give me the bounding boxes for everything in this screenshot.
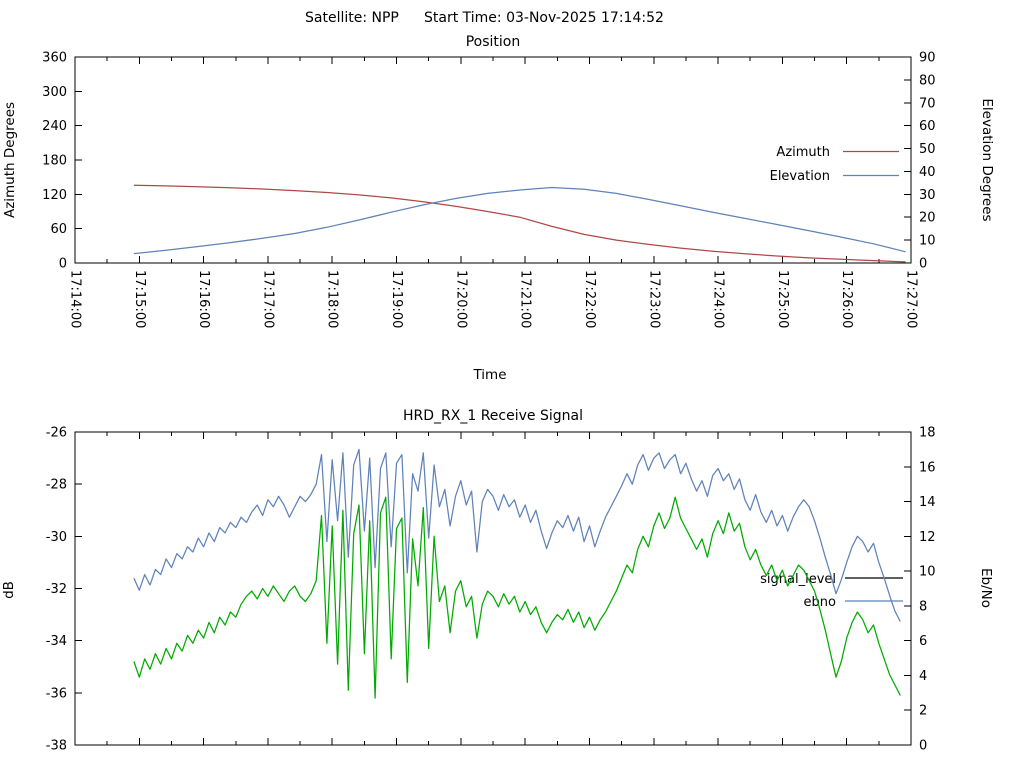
x-tick-label: 17:25:00: [775, 270, 790, 328]
x-tick-label: 17:18:00: [325, 270, 340, 328]
y-right-tick-label: 2: [919, 704, 927, 719]
y-left-tick-label: -28: [46, 478, 67, 493]
x-tick-label: 17:27:00: [904, 270, 919, 328]
legend-elevation-label: Elevation: [770, 169, 830, 184]
series-Elevation: [133, 186, 906, 255]
position-chart-title: Position: [466, 34, 521, 50]
y-right-tick-label: 20: [919, 211, 936, 226]
x-tick-label: 17:20:00: [453, 270, 468, 328]
x-tick-label: 17:22:00: [582, 270, 597, 328]
y-right-tick-label: 6: [919, 634, 927, 649]
elevation-axis-label: Elevation Degrees: [979, 98, 995, 221]
y-right-tick-label: 90: [919, 51, 936, 66]
y-right-tick-label: 30: [919, 188, 936, 203]
y-left-tick-label: 360: [42, 51, 67, 66]
y-left-tick-label: 120: [42, 188, 67, 203]
y-left-tick-label: -38: [46, 739, 67, 754]
receive-signal-chart-plot-area: -38 -36 -34 -32 -30 -28 -26 0 2 4 6 8 10 12 14 16 18: [46, 426, 936, 754]
db-axis-label: dB: [1, 581, 17, 599]
position-chart-legend: Azimuth Elevation: [770, 145, 899, 184]
y-right-tick-label: 10: [919, 234, 936, 249]
y-left-tick-label: 180: [42, 154, 67, 169]
x-tick-label: 17:17:00: [260, 270, 275, 328]
y-right-tick-label: 4: [919, 669, 927, 684]
y-right-tick-label: 16: [919, 460, 936, 475]
x-tick-label: 17:23:00: [646, 270, 661, 328]
y-left-tick-label: -34: [46, 634, 67, 649]
y-right-tick-label: 70: [919, 96, 936, 111]
x-tick-label: 17:21:00: [518, 270, 533, 328]
series-Azimuth: [133, 184, 906, 263]
series-signal_level: [133, 496, 901, 699]
y-right-tick-label: 14: [919, 495, 936, 510]
y-right-tick-label: 80: [919, 73, 936, 88]
y-left-tick-label: -30: [46, 530, 67, 545]
x-tick-label: 17:14:00: [68, 270, 83, 328]
y-left-tick-label: 60: [50, 222, 67, 237]
y-left-tick-label: -36: [46, 686, 67, 701]
y-left-tick-label: -32: [46, 582, 67, 597]
y-left-tick-label: 0: [59, 257, 67, 272]
legend-ebno-label: ebno: [804, 595, 836, 610]
x-tick-label: 17:24:00: [711, 270, 726, 328]
time-axis-label: Time: [472, 367, 506, 383]
y-left-tick-label: 240: [42, 119, 67, 134]
y-right-tick-label: 0: [919, 257, 927, 272]
x-tick-label: 17:26:00: [839, 270, 854, 328]
y-right-tick-label: 10: [919, 565, 936, 580]
y-right-tick-label: 60: [919, 119, 936, 134]
page-title-start-time: Start Time: 03-Nov-2025 17:14:52: [424, 10, 664, 26]
x-tick-label: 17:15:00: [132, 270, 147, 328]
y-right-tick-label: 12: [919, 530, 936, 545]
legend-signal-level-label: signal_level: [760, 572, 836, 587]
y-right-tick-label: 18: [919, 426, 936, 441]
y-left-tick-label: -26: [46, 426, 67, 441]
ebno-axis-label: Eb/No: [978, 568, 994, 608]
azimuth-axis-label: Azimuth Degrees: [2, 102, 18, 218]
y-right-tick-label: 8: [919, 599, 927, 614]
x-tick-label: 17:16:00: [196, 270, 211, 328]
series-ebno: [133, 448, 901, 622]
legend-azimuth-label: Azimuth: [776, 145, 830, 160]
x-tick-label: 17:19:00: [389, 270, 404, 328]
y-right-tick-label: 40: [919, 165, 936, 180]
y-right-tick-label: 50: [919, 142, 936, 157]
page-title-satellite: Satellite: NPP: [305, 10, 399, 26]
y-right-tick-label: 0: [919, 739, 927, 754]
y-left-tick-label: 300: [42, 85, 67, 100]
receive-signal-chart-title: HRD_RX_1 Receive Signal: [403, 408, 583, 424]
position-chart-plot-area: 17:14:00 17:15:00 17:16:00 17:17:00 17:18:00…: [42, 51, 935, 329]
